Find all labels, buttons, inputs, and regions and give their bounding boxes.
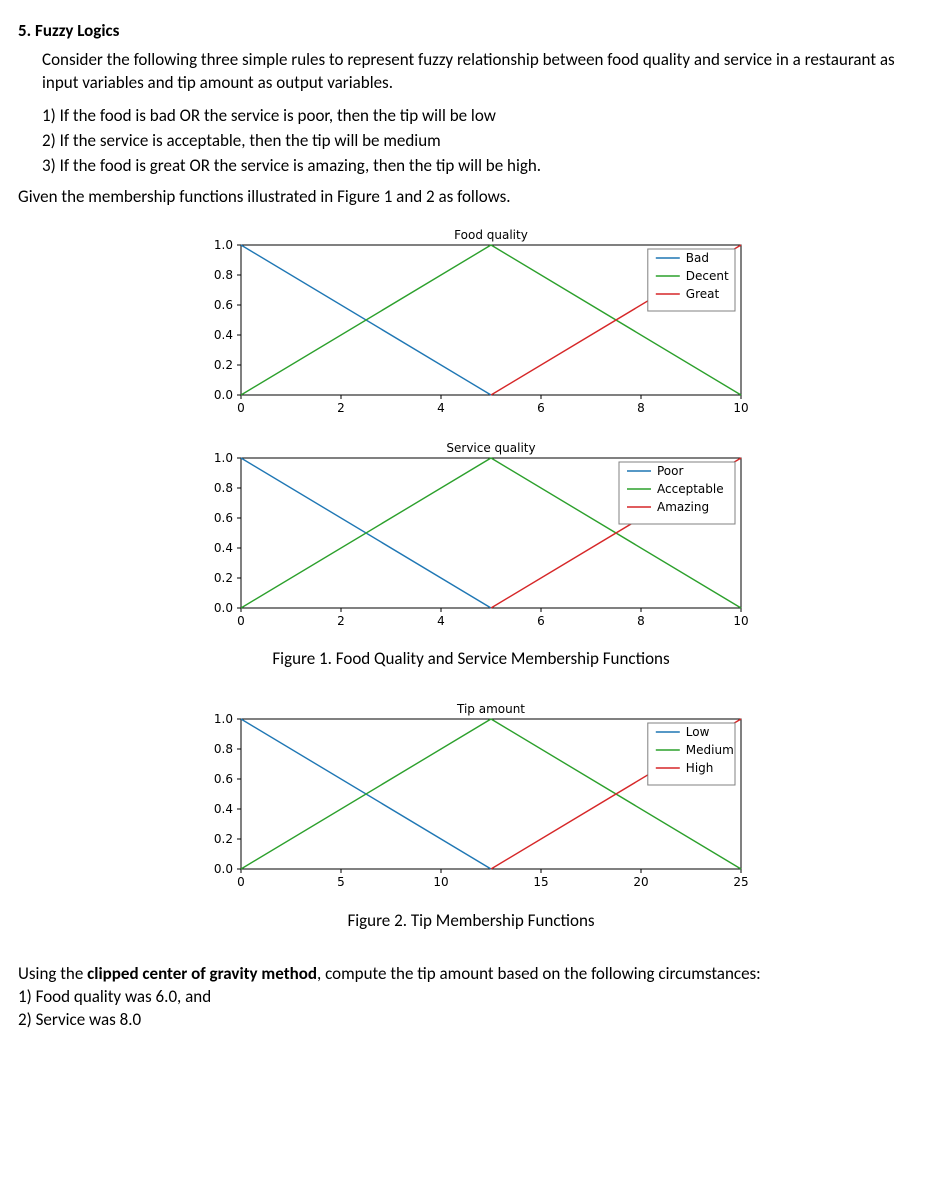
svg-text:Low: Low bbox=[686, 725, 710, 739]
chart-tip-amount: Tip amount 0.0 0.2 0.4 0.6 0.8 1.0 0 5 10 15 20 25 Lo… bbox=[191, 697, 751, 904]
svg-text:8: 8 bbox=[637, 614, 645, 628]
chart-service-quality: Service quality 0.0 0.2 0.4 0.6 0.8 1.0 0 2 4 6 8 10… bbox=[191, 436, 751, 643]
svg-text:5: 5 bbox=[337, 875, 345, 889]
svg-text:0.0: 0.0 bbox=[214, 601, 233, 615]
svg-text:15: 15 bbox=[533, 875, 548, 889]
svg-text:4: 4 bbox=[437, 614, 445, 628]
svg-text:1.0: 1.0 bbox=[214, 238, 233, 252]
svg-text:20: 20 bbox=[633, 875, 648, 889]
rule-item: 3) If the food is great OR the service i… bbox=[42, 155, 924, 178]
svg-text:0.8: 0.8 bbox=[214, 742, 233, 756]
intro-text: Consider the following three simple rule… bbox=[42, 49, 924, 95]
svg-text:0.6: 0.6 bbox=[214, 511, 233, 525]
rule-item: 1) If the food is bad OR the service is … bbox=[42, 105, 924, 128]
svg-text:6: 6 bbox=[537, 614, 545, 628]
chart-food-quality: Food quality 0.0 0.2 0.4 0.6 0.8 1.0 0 2 4 6 8 10 Bad… bbox=[191, 223, 751, 430]
svg-text:Poor: Poor bbox=[657, 464, 683, 478]
svg-text:High: High bbox=[686, 761, 714, 775]
svg-text:0.2: 0.2 bbox=[214, 358, 233, 372]
rule-item: 2) If the service is acceptable, then th… bbox=[42, 130, 924, 153]
question-lead: Using the bbox=[18, 963, 87, 984]
question-bold: clipped center of gravity method bbox=[87, 963, 317, 984]
figure1-caption: Figure 1. Food Quality and Service Membe… bbox=[18, 648, 924, 671]
svg-text:0.4: 0.4 bbox=[214, 802, 233, 816]
svg-text:0.6: 0.6 bbox=[214, 298, 233, 312]
svg-text:10: 10 bbox=[433, 875, 448, 889]
svg-text:0: 0 bbox=[237, 401, 245, 415]
rules-list: 1) If the food is bad OR the service is … bbox=[42, 105, 924, 178]
svg-text:8: 8 bbox=[637, 401, 645, 415]
given-text: Given the membership functions illustrat… bbox=[18, 186, 924, 209]
svg-text:Decent: Decent bbox=[686, 269, 729, 283]
svg-text:2: 2 bbox=[337, 401, 345, 415]
section-number: 5. bbox=[18, 20, 31, 41]
svg-text:Bad: Bad bbox=[686, 251, 709, 265]
svg-text:4: 4 bbox=[437, 401, 445, 415]
svg-text:6: 6 bbox=[537, 401, 545, 415]
svg-text:0.4: 0.4 bbox=[214, 541, 233, 555]
svg-text:0.0: 0.0 bbox=[214, 862, 233, 876]
svg-text:1.0: 1.0 bbox=[214, 712, 233, 726]
svg-text:Acceptable: Acceptable bbox=[657, 482, 724, 496]
svg-text:Amazing: Amazing bbox=[657, 500, 709, 514]
svg-text:2: 2 bbox=[337, 614, 345, 628]
question-text: Using the clipped center of gravity meth… bbox=[18, 963, 924, 986]
svg-text:Great: Great bbox=[686, 287, 720, 301]
svg-text:10: 10 bbox=[733, 614, 748, 628]
svg-text:Service quality: Service quality bbox=[446, 441, 535, 455]
svg-text:0.6: 0.6 bbox=[214, 772, 233, 786]
svg-text:0: 0 bbox=[237, 614, 245, 628]
svg-text:Food quality: Food quality bbox=[454, 228, 528, 242]
section-title: Fuzzy Logics bbox=[35, 20, 119, 41]
svg-text:10: 10 bbox=[733, 401, 748, 415]
svg-text:0.0: 0.0 bbox=[214, 388, 233, 402]
svg-text:0.8: 0.8 bbox=[214, 268, 233, 282]
svg-text:Tip amount: Tip amount bbox=[456, 702, 525, 716]
svg-text:0.4: 0.4 bbox=[214, 328, 233, 342]
question-item: 1) Food quality was 6.0, and bbox=[18, 986, 924, 1009]
svg-text:0.2: 0.2 bbox=[214, 832, 233, 846]
svg-text:Medium: Medium bbox=[686, 743, 734, 757]
svg-text:25: 25 bbox=[733, 875, 748, 889]
question-tail: , compute the tip amount based on the fo… bbox=[317, 963, 761, 984]
svg-text:0: 0 bbox=[237, 875, 245, 889]
svg-text:1.0: 1.0 bbox=[214, 451, 233, 465]
svg-text:0.2: 0.2 bbox=[214, 571, 233, 585]
question-item: 2) Service was 8.0 bbox=[18, 1009, 924, 1032]
figure2-caption: Figure 2. Tip Membership Functions bbox=[18, 910, 924, 933]
svg-text:0.8: 0.8 bbox=[214, 481, 233, 495]
